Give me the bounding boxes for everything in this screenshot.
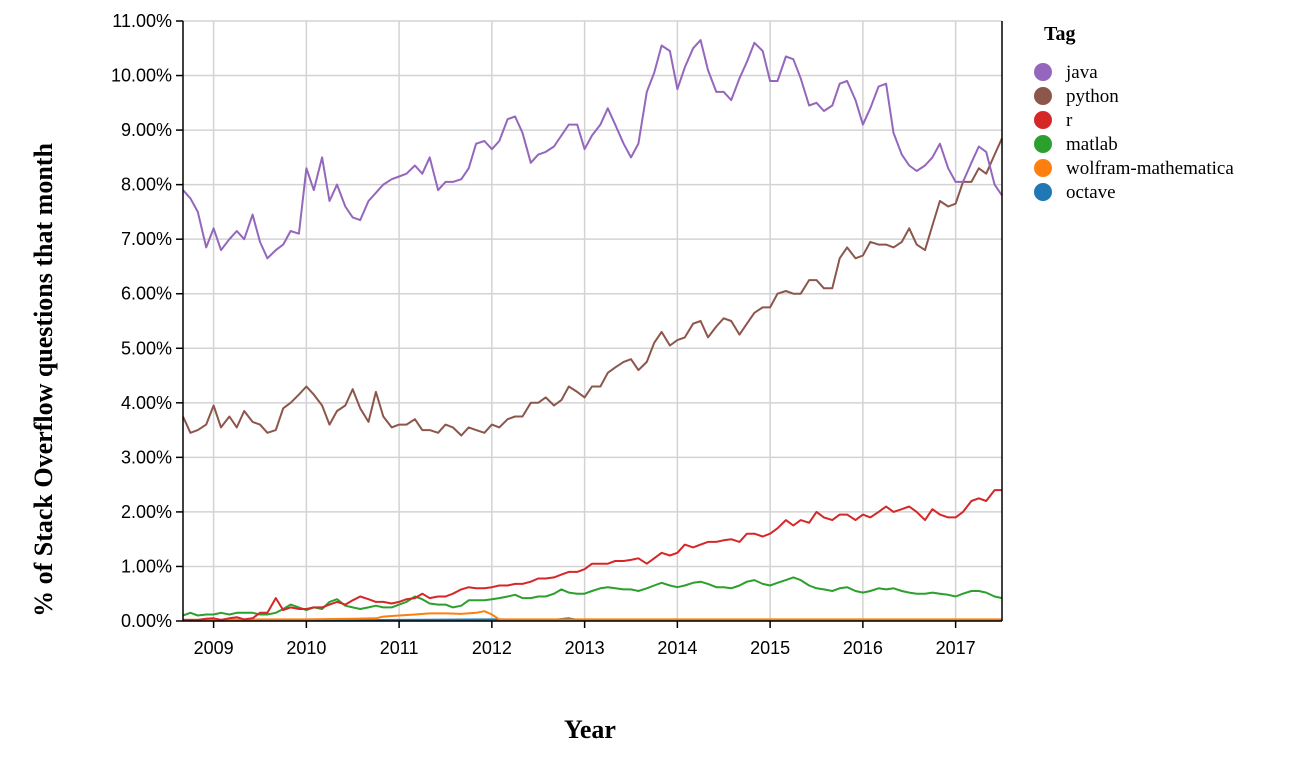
legend-label-octave: octave	[1066, 182, 1116, 203]
y-tick-label: 1.00%	[121, 556, 172, 576]
x-tick-label: 2012	[472, 638, 512, 658]
x-tick-label: 2015	[750, 638, 790, 658]
y-tick-label: 11.00%	[112, 11, 172, 31]
x-tick-label: 2014	[657, 638, 697, 658]
x-tick-label: 2009	[194, 638, 234, 658]
legend-items: java python r matlab wolfram-mathematica octa…	[1034, 62, 1234, 203]
y-tick-label: 10.00%	[111, 66, 172, 86]
series-layer	[182, 39, 1003, 622]
x-tick-label: 2017	[936, 638, 976, 658]
x-tick-label: 2016	[843, 638, 883, 658]
legend-label-matlab: matlab	[1066, 134, 1118, 155]
y-tick-label: 7.00%	[121, 229, 172, 249]
series-line-python	[182, 137, 1003, 437]
legend-swatch-wolfram-mathematica	[1034, 159, 1052, 177]
series-line-matlab	[182, 576, 1003, 617]
legend-title: Tag	[1044, 23, 1076, 45]
legend-swatch-octave	[1034, 183, 1052, 201]
grid-lines	[183, 20, 1002, 622]
legend-label-python: python	[1066, 86, 1119, 107]
legend-swatch-java	[1034, 63, 1052, 81]
legend-label-r: r	[1066, 110, 1073, 131]
series-line-java	[182, 39, 1003, 260]
legend-swatch-r	[1034, 111, 1052, 129]
legend-swatch-matlab	[1034, 135, 1052, 153]
x-axis-ticks: 2009 2010 2011 2012 2013 2014 2015 2016 2017	[194, 621, 976, 658]
x-axis-title: Year	[564, 715, 616, 744]
y-tick-label: 9.00%	[121, 120, 172, 140]
series-line-r	[183, 489, 1002, 621]
y-tick-label: 6.00%	[121, 284, 172, 304]
y-tick-label: 2.00%	[121, 502, 172, 522]
legend-swatch-python	[1034, 87, 1052, 105]
x-tick-label: 2010	[286, 638, 326, 658]
y-axis-ticks: 0.00% 1.00% 2.00% 3.00% 4.00% 5.00% 6.00% 7.00%…	[111, 11, 183, 631]
legend-label-java: java	[1065, 62, 1098, 83]
y-axis-title: % of Stack Overflow questions that month	[29, 143, 58, 617]
x-tick-label: 2013	[565, 638, 605, 658]
legend: Tag java python r matlab wolfram-mathematica…	[1034, 23, 1234, 203]
series-line-wolfram-mathematica	[183, 610, 1002, 621]
y-tick-label: 5.00%	[121, 338, 172, 358]
y-tick-label: 4.00%	[121, 393, 172, 413]
x-tick-label: 2011	[380, 638, 419, 658]
y-tick-label: 8.00%	[121, 175, 172, 195]
y-tick-label: 3.00%	[121, 447, 172, 467]
axes	[182, 21, 1003, 622]
y-tick-label: 0.00%	[121, 611, 172, 631]
legend-label-wolfram-mathematica: wolfram-mathematica	[1066, 158, 1234, 179]
